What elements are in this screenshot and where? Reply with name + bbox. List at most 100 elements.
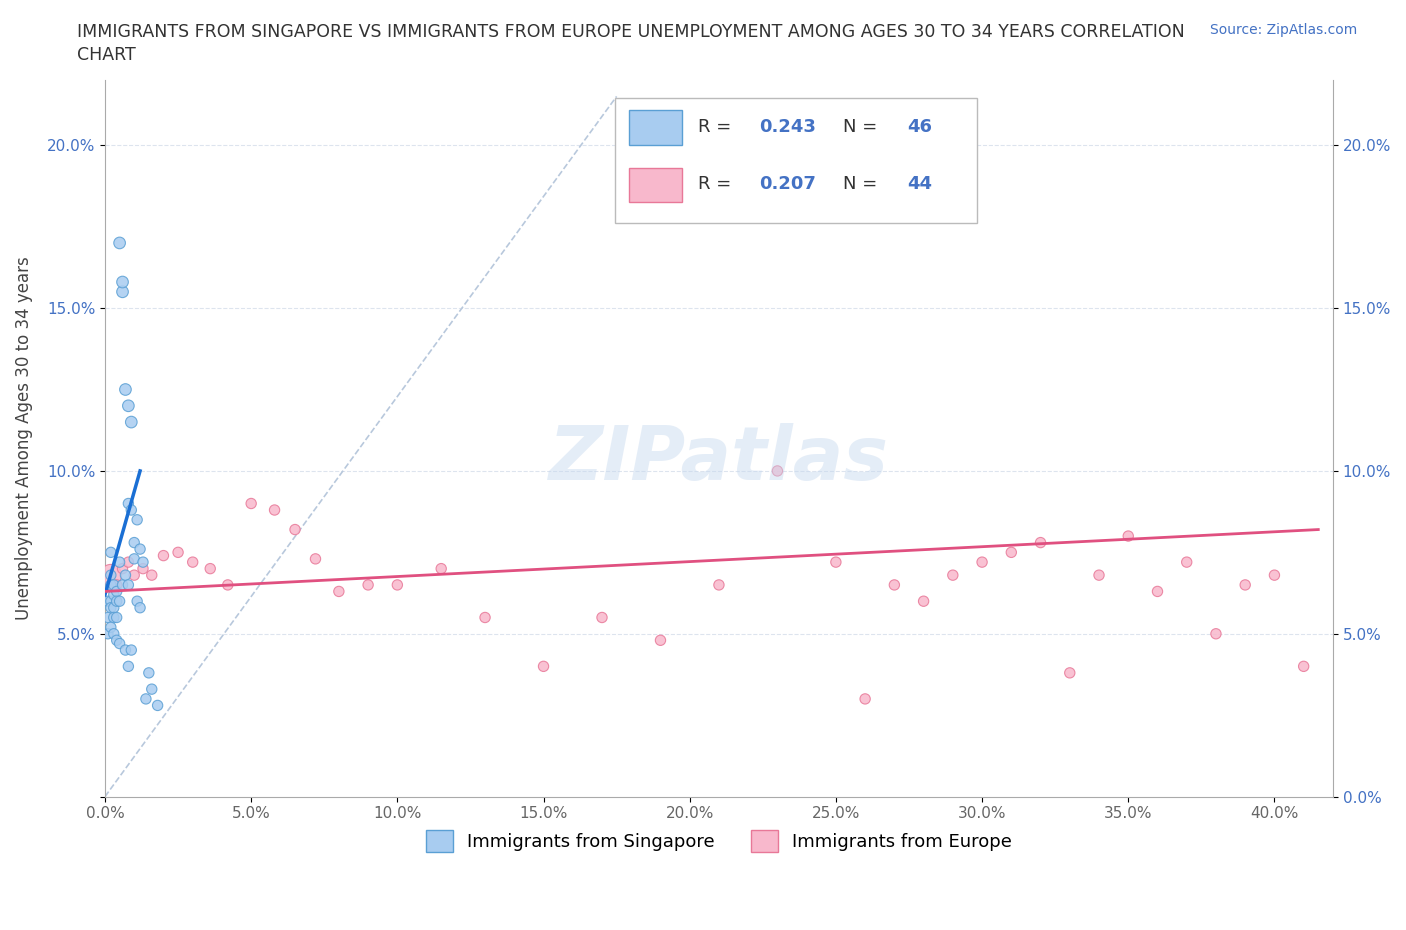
Point [135, 692, 157, 707]
Point [146, 698, 169, 713]
Point [100, 593, 122, 608]
Point [105, 632, 128, 647]
Point [122, 551, 145, 566]
Point [108, 636, 131, 651]
Point [103, 578, 125, 592]
Point [97, 626, 120, 641]
Point [132, 554, 155, 569]
Text: 46: 46 [907, 118, 932, 136]
Point [912, 593, 935, 608]
Point [117, 658, 139, 673]
Point [129, 541, 152, 556]
Text: R =: R = [697, 118, 737, 136]
Point [970, 554, 993, 569]
Point [122, 567, 145, 582]
Point [240, 496, 263, 511]
Point [120, 502, 142, 517]
Point [114, 643, 136, 658]
FancyBboxPatch shape [614, 98, 977, 223]
Point [707, 578, 730, 592]
Point [766, 463, 789, 478]
Point [97, 593, 120, 608]
Point [117, 398, 139, 413]
Point [97, 610, 120, 625]
Point [127, 512, 149, 527]
Point [138, 666, 160, 681]
Point [122, 535, 145, 550]
Text: 0.243: 0.243 [759, 118, 817, 136]
Point [200, 561, 222, 576]
Point [284, 522, 307, 537]
Text: N =: N = [844, 118, 883, 136]
FancyBboxPatch shape [630, 110, 682, 144]
Point [430, 561, 453, 576]
Point [100, 567, 122, 582]
Point [1088, 567, 1111, 582]
Point [1059, 666, 1081, 681]
Point [103, 587, 125, 602]
Point [357, 578, 380, 592]
Text: CHART: CHART [77, 46, 136, 64]
Text: 0.207: 0.207 [759, 175, 817, 193]
Point [129, 600, 152, 615]
Point [591, 610, 613, 625]
Text: N =: N = [844, 175, 883, 193]
Point [132, 561, 155, 576]
Point [100, 619, 122, 634]
Point [474, 610, 496, 625]
Point [105, 578, 128, 592]
FancyBboxPatch shape [630, 167, 682, 202]
Point [1146, 584, 1168, 599]
Point [942, 567, 965, 582]
Point [117, 496, 139, 511]
Point [825, 554, 848, 569]
Point [100, 567, 122, 582]
Point [387, 578, 409, 592]
Point [111, 285, 134, 299]
Point [1205, 626, 1227, 641]
Point [1175, 554, 1198, 569]
Point [103, 600, 125, 615]
Point [1234, 578, 1257, 592]
Point [120, 415, 142, 430]
Point [1263, 567, 1285, 582]
Point [650, 632, 672, 647]
Text: ZIPatlas: ZIPatlas [548, 423, 889, 497]
Point [883, 578, 905, 592]
Point [304, 551, 326, 566]
Point [108, 554, 131, 569]
Point [105, 584, 128, 599]
Point [1029, 535, 1052, 550]
Text: IMMIGRANTS FROM SINGAPORE VS IMMIGRANTS FROM EUROPE UNEMPLOYMENT AMONG AGES 30 T: IMMIGRANTS FROM SINGAPORE VS IMMIGRANTS … [77, 23, 1185, 41]
Point [1000, 545, 1022, 560]
Point [103, 626, 125, 641]
Point [100, 600, 122, 615]
Text: Source: ZipAtlas.com: Source: ZipAtlas.com [1209, 23, 1357, 37]
Legend: Immigrants from Singapore, Immigrants from Europe: Immigrants from Singapore, Immigrants fr… [419, 823, 1019, 859]
Point [100, 578, 122, 592]
Point [853, 692, 876, 707]
Text: 44: 44 [907, 175, 932, 193]
Point [127, 593, 149, 608]
Point [111, 274, 134, 289]
Point [1292, 658, 1315, 673]
Point [120, 643, 142, 658]
Point [111, 578, 134, 592]
Point [1116, 528, 1139, 543]
Point [117, 554, 139, 569]
Point [114, 567, 136, 582]
Y-axis label: Unemployment Among Ages 30 to 34 years: Unemployment Among Ages 30 to 34 years [15, 257, 32, 620]
Point [167, 545, 190, 560]
Point [117, 578, 139, 592]
Point [108, 593, 131, 608]
Point [152, 548, 174, 563]
Point [111, 561, 134, 576]
Point [108, 235, 131, 250]
Point [217, 578, 239, 592]
Point [114, 382, 136, 397]
Point [141, 682, 163, 697]
Text: R =: R = [697, 175, 737, 193]
Point [533, 658, 555, 673]
Point [141, 567, 163, 582]
Point [263, 502, 285, 517]
